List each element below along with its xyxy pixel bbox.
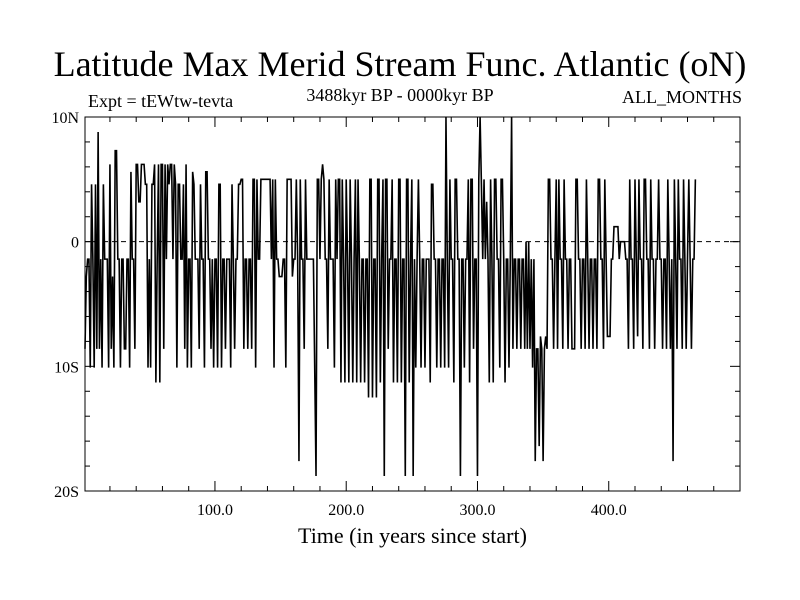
season-label: ALL_MONTHS xyxy=(622,87,742,107)
experiment-label: Expt = tEWtw-tevta xyxy=(88,91,234,111)
x-tick-label: 300.0 xyxy=(459,502,495,519)
chart-title: Latitude Max Merid Stream Func. Atlantic… xyxy=(53,44,747,84)
axis-ticks xyxy=(85,117,740,491)
period-label: 3488kyr BP - 0000kyr BP xyxy=(306,85,494,105)
tick-labels: 100.0 200.0 300.0 400.0 10N 0 10S 20S xyxy=(51,110,626,519)
x-tick-label: 200.0 xyxy=(328,502,364,519)
y-tick-label: 0 xyxy=(71,235,79,252)
x-tick-label: 100.0 xyxy=(197,502,233,519)
plot-frame xyxy=(84,116,741,492)
x-tick-label: 400.0 xyxy=(591,502,627,519)
y-tick-label: 10S xyxy=(54,359,79,376)
y-tick-label: 20S xyxy=(54,484,79,501)
data-series-line xyxy=(84,116,697,477)
y-tick-label: 10N xyxy=(51,110,79,127)
x-axis-label: Time (in years since start) xyxy=(298,523,527,548)
